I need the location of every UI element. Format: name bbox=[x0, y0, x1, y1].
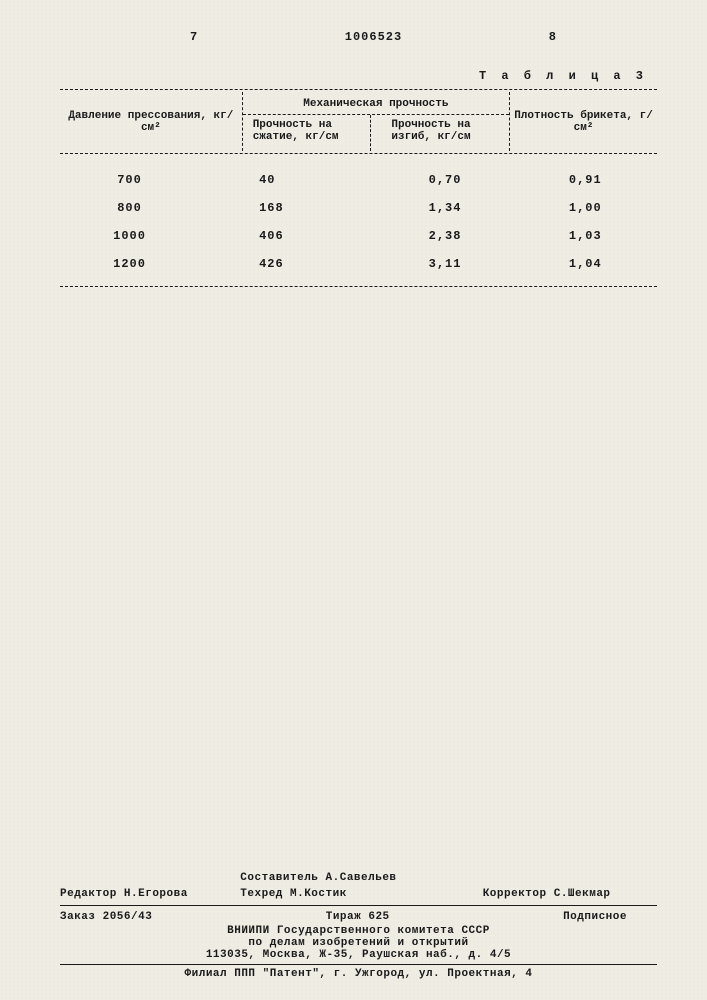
order-number: Заказ 2056/43 bbox=[60, 911, 152, 923]
cell-density: 1,00 bbox=[514, 201, 657, 215]
cell-density: 0,91 bbox=[514, 173, 657, 187]
editor: Редактор Н.Егорова bbox=[60, 888, 234, 900]
table-header-row: Давление прессования, кг/см² Механическа… bbox=[60, 92, 657, 151]
cell-compress: 426 bbox=[239, 257, 376, 271]
compiler: Составитель А.Савельев bbox=[234, 872, 472, 884]
col-header-density: Плотность брикета, г/см² bbox=[509, 92, 657, 151]
col-header-bend: Прочность на изгиб, кг/см bbox=[370, 115, 509, 151]
cell-bend: 3,11 bbox=[376, 257, 513, 271]
cell-density: 1,03 bbox=[514, 229, 657, 243]
col-header-compress: Прочность на сжатие, кг/см bbox=[243, 115, 371, 151]
techred: Техред М.Костик bbox=[234, 888, 472, 900]
col-header-pressure: Давление прессования, кг/см² bbox=[60, 92, 242, 151]
corrector: Корректор С.Шекмар bbox=[473, 888, 657, 900]
cell-compress: 406 bbox=[239, 229, 376, 243]
cell-pressure: 1000 bbox=[60, 229, 239, 243]
colophon: Составитель А.Савельев Редактор Н.Егоров… bbox=[60, 870, 657, 980]
publisher-address: 113035, Москва, Ж-35, Раушская наб., д. … bbox=[60, 949, 657, 961]
divider bbox=[60, 89, 657, 90]
cell-pressure: 1200 bbox=[60, 257, 239, 271]
divider bbox=[60, 286, 657, 287]
cell-compress: 168 bbox=[239, 201, 376, 215]
subscription: Подписное bbox=[563, 911, 627, 923]
publisher-org: ВНИИПИ Государственного комитета СССР bbox=[60, 925, 657, 937]
col-header-mech-label: Механическая прочность bbox=[243, 92, 509, 115]
cell-bend: 2,38 bbox=[376, 229, 513, 243]
cell-pressure: 800 bbox=[60, 201, 239, 215]
table-row: 1000 406 2,38 1,03 bbox=[60, 222, 657, 250]
cell-compress: 40 bbox=[239, 173, 376, 187]
page-header: 7 1006523 8 bbox=[60, 30, 657, 44]
table-row: 800 168 1,34 1,00 bbox=[60, 194, 657, 222]
col-header-mech: Механическая прочность Прочность на сжат… bbox=[242, 92, 509, 151]
document-number: 1006523 bbox=[345, 30, 402, 44]
data-table: Давление прессования, кг/см² Механическа… bbox=[60, 87, 657, 289]
cell-bend: 0,70 bbox=[376, 173, 513, 187]
cell-pressure: 700 bbox=[60, 173, 239, 187]
page-number-right: 8 bbox=[549, 30, 557, 44]
cell-density: 1,04 bbox=[514, 257, 657, 271]
divider bbox=[60, 905, 657, 906]
publisher-dept: по делам изобретений и открытий bbox=[60, 937, 657, 949]
divider bbox=[60, 153, 657, 154]
page-number-left: 7 bbox=[190, 30, 198, 44]
cell-bend: 1,34 bbox=[376, 201, 513, 215]
divider bbox=[60, 964, 657, 965]
branch-address: Филиал ППП "Патент", г. Ужгород, ул. Про… bbox=[60, 968, 657, 980]
table-body: 700 40 0,70 0,91 800 168 1,34 1,00 1000 … bbox=[60, 156, 657, 284]
table-caption: Т а б л и ц а 3 bbox=[60, 69, 657, 83]
table-row: 700 40 0,70 0,91 bbox=[60, 166, 657, 194]
print-run: Тираж 625 bbox=[326, 911, 390, 923]
table-row: 1200 426 3,11 1,04 bbox=[60, 250, 657, 278]
